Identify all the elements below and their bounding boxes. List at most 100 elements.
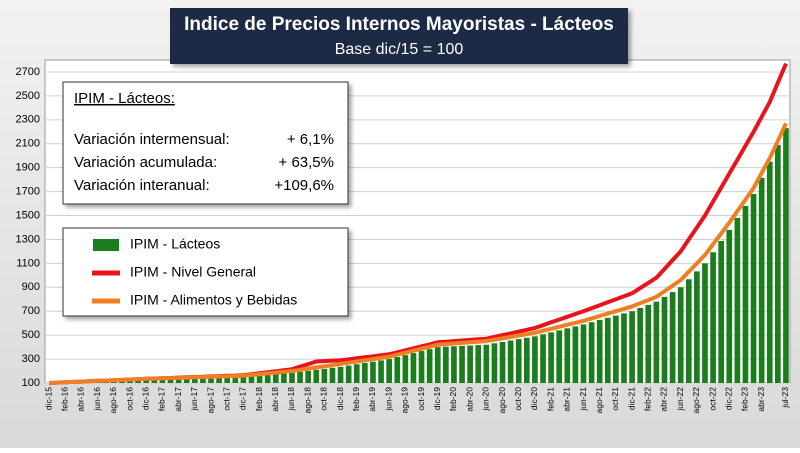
bar <box>386 359 392 383</box>
bar <box>508 341 514 383</box>
x-tick-label: jun-18 <box>286 387 296 412</box>
x-tick-label: dic-22 <box>724 387 734 410</box>
bar <box>516 339 522 383</box>
y-tick-label: 1700 <box>16 185 40 197</box>
bar <box>654 302 660 383</box>
y-tick-label: 2500 <box>16 90 40 102</box>
x-tick-label: feb-21 <box>545 387 555 411</box>
x-tick-label: ago-22 <box>691 387 701 414</box>
x-tick-label: feb-16 <box>59 387 69 411</box>
x-tick-label: dic-17 <box>238 387 248 410</box>
x-tick-label: abr-22 <box>659 387 669 412</box>
bar <box>451 346 457 383</box>
bar <box>629 311 635 383</box>
bar <box>783 128 789 383</box>
bar <box>775 145 781 383</box>
y-tick-label: 900 <box>22 281 40 293</box>
bar <box>694 271 700 383</box>
bar <box>459 346 465 383</box>
bar <box>411 353 417 383</box>
x-tick-label: dic-20 <box>529 387 539 410</box>
x-tick-label: dic-18 <box>335 387 345 410</box>
bar <box>702 263 708 383</box>
bar <box>289 373 295 383</box>
info-value: + 6,1% <box>287 131 334 148</box>
bar <box>427 349 433 383</box>
bar <box>710 252 716 383</box>
y-tick-label: 1900 <box>16 162 40 174</box>
info-title: IPIM - Lácteos: <box>74 90 175 107</box>
bar <box>483 345 489 383</box>
x-tick-label: oct-18 <box>319 387 329 411</box>
x-tick-label: ago-21 <box>594 387 604 414</box>
bar <box>403 355 409 383</box>
y-tick-label: 1100 <box>16 257 40 269</box>
bar <box>767 162 773 383</box>
info-label: Variación acumulada: <box>74 154 217 171</box>
bar <box>662 297 668 383</box>
bar <box>467 346 473 383</box>
bar <box>670 292 676 383</box>
x-tick-label: oct-21 <box>610 387 620 411</box>
x-tick-label: jun-17 <box>189 387 199 412</box>
x-tick-label: feb-17 <box>157 387 167 411</box>
x-tick-label: dic-19 <box>432 387 442 410</box>
bar <box>726 230 732 383</box>
bar <box>435 347 441 383</box>
x-tick-label: abr-20 <box>464 387 474 412</box>
bar <box>346 366 352 383</box>
bar <box>548 332 554 383</box>
bar <box>613 316 619 383</box>
bar <box>281 373 287 383</box>
bar <box>524 338 530 383</box>
bar <box>564 328 570 383</box>
y-tick-label: 500 <box>22 329 40 341</box>
bar <box>330 368 336 383</box>
x-tick-label: oct-16 <box>124 387 134 411</box>
bar <box>678 287 684 383</box>
bar <box>378 360 384 383</box>
x-tick-label: ago-19 <box>400 387 410 414</box>
bar <box>500 342 506 383</box>
x-tick-label: oct-17 <box>221 387 231 411</box>
bar <box>573 326 579 383</box>
bar <box>540 334 546 383</box>
x-tick-label: feb-18 <box>254 387 264 411</box>
bar <box>338 367 344 383</box>
x-tick-label: feb-20 <box>448 387 458 411</box>
x-tick-label: ago-16 <box>108 387 118 414</box>
y-tick-label: 2700 <box>16 66 40 78</box>
y-tick-label: 1500 <box>16 209 40 221</box>
bar <box>322 369 328 383</box>
y-tick-label: 100 <box>22 377 40 389</box>
x-tick-label: abr-16 <box>76 387 86 412</box>
bar <box>419 351 425 383</box>
x-tick-label: jul-23 <box>780 387 790 409</box>
x-tick-label: dic-15 <box>43 387 53 410</box>
x-tick-label: dic-16 <box>140 387 150 410</box>
x-tick-label: abr-19 <box>367 387 377 412</box>
x-tick-label: feb-23 <box>740 387 750 411</box>
legend-label: IPIM - Lácteos <box>130 236 220 252</box>
bar <box>597 320 603 383</box>
bar <box>492 343 498 383</box>
legend-label: IPIM - Alimentos y Bebidas <box>130 292 297 308</box>
bar <box>589 322 595 383</box>
chart-subtitle: Base dic/15 = 100 <box>335 41 464 58</box>
bar <box>751 194 757 383</box>
info-label: Variación interanual: <box>74 177 210 194</box>
x-tick-label: jun-19 <box>383 387 393 412</box>
bar <box>621 313 627 383</box>
info-value: +109,6% <box>274 177 334 194</box>
x-tick-label: oct-22 <box>707 387 717 411</box>
y-tick-label: 700 <box>22 305 40 317</box>
bar <box>605 318 611 383</box>
bar <box>645 305 651 383</box>
y-tick-label: 2300 <box>16 114 40 126</box>
bar <box>637 308 643 383</box>
bar <box>686 279 692 383</box>
y-tick-label: 2100 <box>16 138 40 150</box>
bar <box>532 336 538 383</box>
bar <box>718 241 724 383</box>
